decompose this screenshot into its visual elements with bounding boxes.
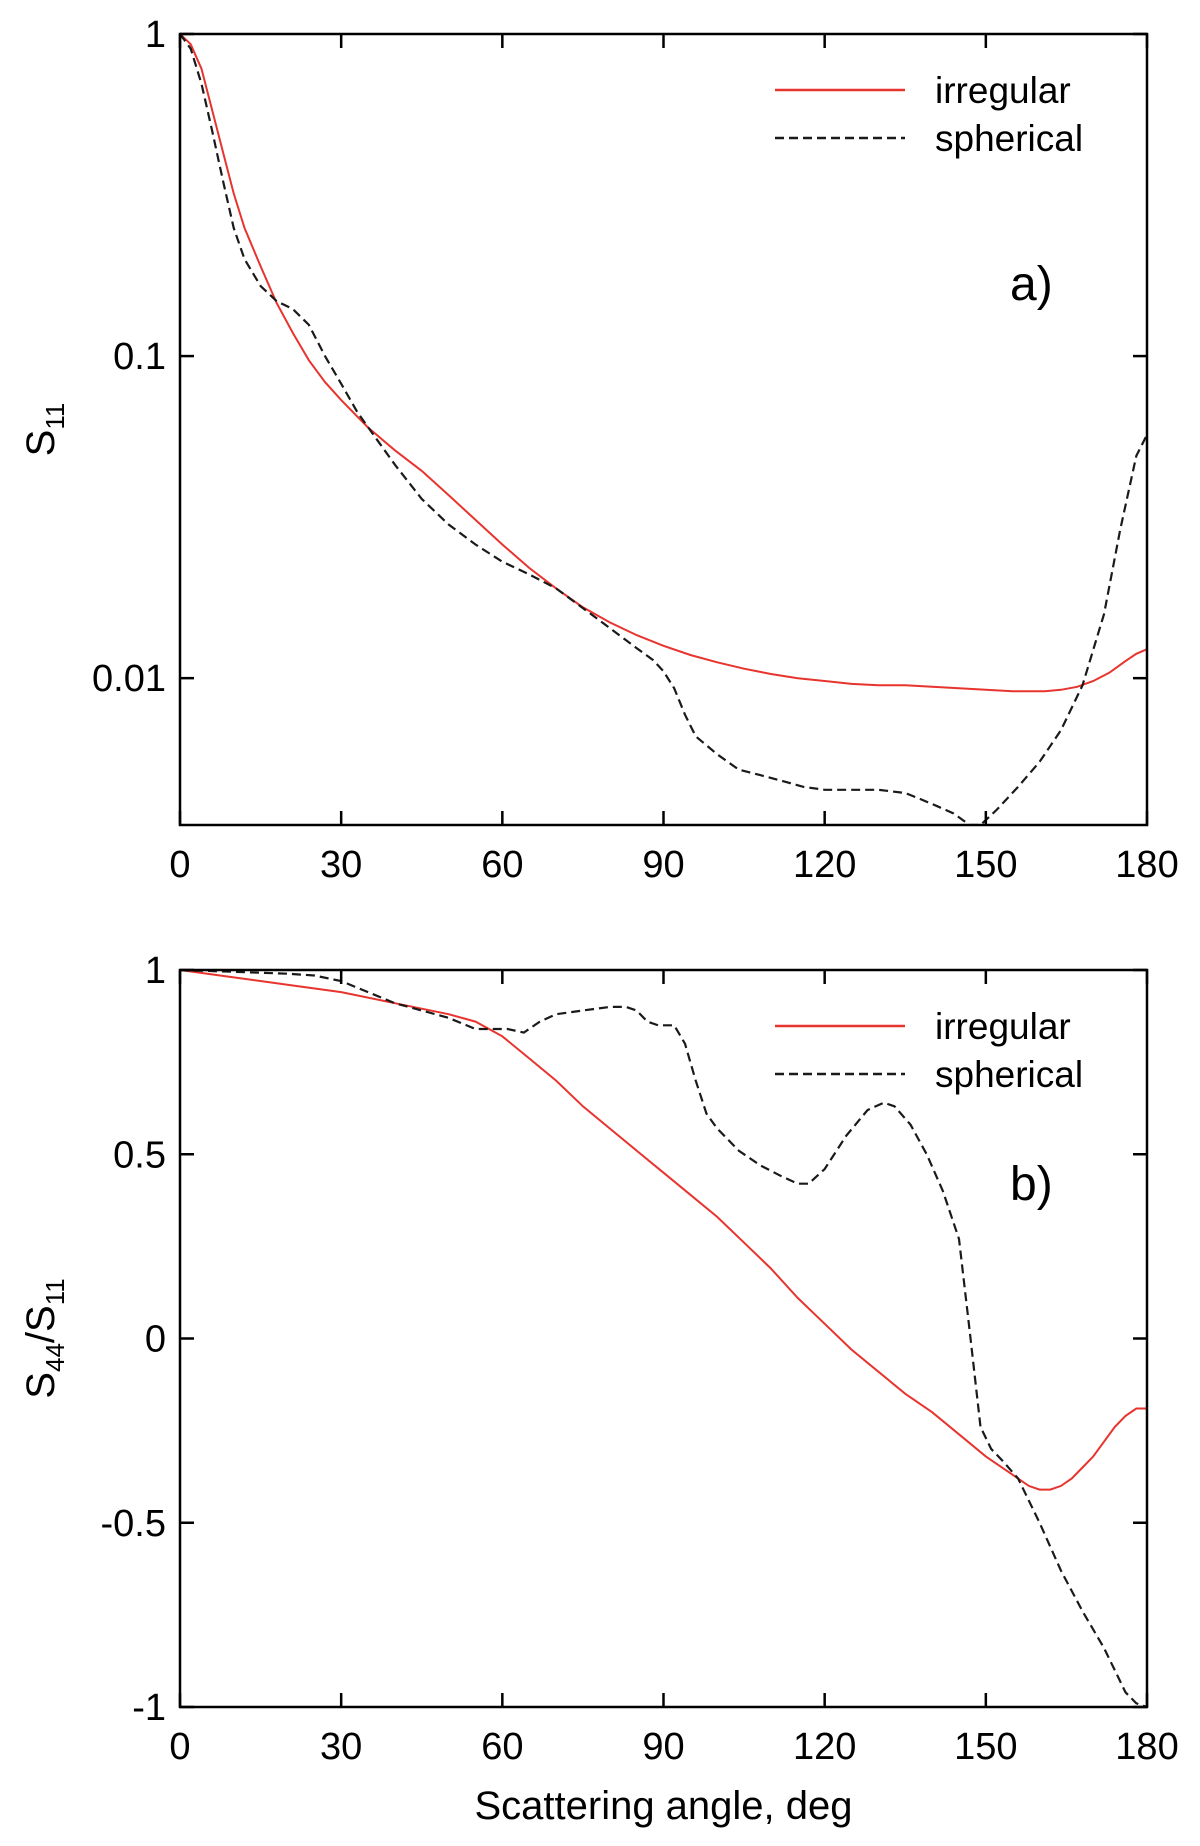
y-tick-label: 1 (145, 950, 166, 992)
y-axis-label: S11 (19, 403, 70, 457)
legend-label-spherical: spherical (935, 118, 1083, 159)
legend: irregular spherical (775, 1006, 1083, 1095)
x-tick-label: 30 (320, 844, 362, 886)
y-tick-label: 0.5 (113, 1134, 166, 1176)
series-line-irregular (180, 970, 1147, 1491)
x-tick-label: 150 (954, 1726, 1017, 1768)
x-tick-label: 60 (481, 1726, 523, 1768)
panel-b: 0 30 60 90 120 150 180 1 0.5 0 -0.5 -1 S44/S11 Scatte… (19, 950, 1179, 1828)
y-axis-label: S44/S11 (19, 1278, 70, 1398)
series-line-irregular (180, 34, 1147, 693)
x-tick-label: 180 (1115, 844, 1178, 886)
y-tick-label: 0.1 (113, 336, 166, 378)
panel-a: 0 30 60 90 120 150 180 1 0.1 0.01 S11 irregular sphe… (19, 14, 1179, 886)
legend-label-spherical: spherical (935, 1054, 1083, 1095)
y-tick-label: 0.01 (92, 658, 166, 700)
panel-label: a) (1010, 258, 1053, 311)
x-tick-label: 60 (481, 844, 523, 886)
x-tick-label: 150 (954, 844, 1017, 886)
y-tick-label: -0.5 (101, 1503, 166, 1545)
y-tick-label: -1 (132, 1687, 166, 1729)
y-tick-label: 0 (145, 1319, 166, 1361)
x-tick-label: 120 (793, 844, 856, 886)
legend: irregular spherical (775, 70, 1083, 159)
x-tick-label: 30 (320, 1726, 362, 1768)
legend-label-irregular: irregular (935, 70, 1071, 111)
panel-label: b) (1010, 1158, 1053, 1211)
legend-label-irregular: irregular (935, 1006, 1071, 1047)
x-tick-label: 180 (1115, 1726, 1178, 1768)
x-tick-label: 90 (642, 1726, 684, 1768)
x-axis-label: Scattering angle, deg (474, 1784, 852, 1828)
y-tick-label: 1 (145, 14, 166, 56)
x-tick-label: 0 (169, 844, 190, 886)
x-tick-label: 120 (793, 1726, 856, 1768)
x-tick-label: 0 (169, 1726, 190, 1768)
x-tick-label: 90 (642, 844, 684, 886)
